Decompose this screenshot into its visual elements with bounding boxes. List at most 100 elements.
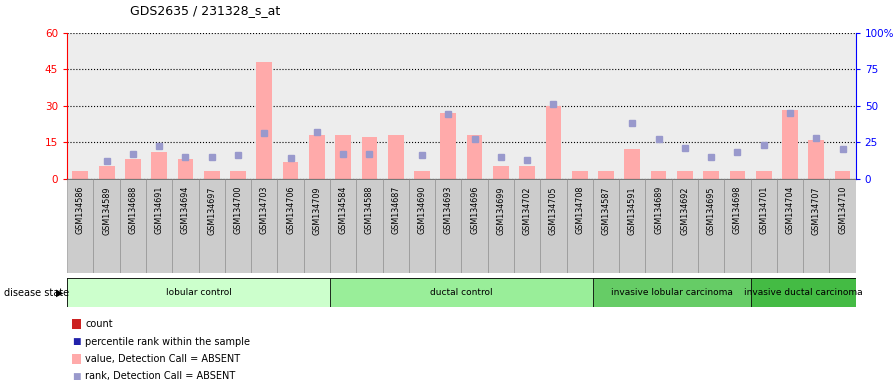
Bar	[357, 33, 383, 179]
Bar	[283, 162, 298, 179]
Bar	[650, 171, 667, 179]
Bar	[514, 33, 540, 179]
Text: GSM134705: GSM134705	[549, 186, 558, 235]
Text: GSM134591: GSM134591	[628, 186, 637, 235]
Text: lobular control: lobular control	[166, 288, 231, 297]
Bar	[514, 179, 540, 273]
Text: GSM134703: GSM134703	[260, 186, 269, 235]
Text: ▶: ▶	[56, 288, 64, 298]
Bar	[777, 33, 803, 179]
Bar	[677, 171, 693, 179]
Text: percentile rank within the sample: percentile rank within the sample	[85, 337, 250, 347]
Bar	[619, 179, 645, 273]
Bar	[409, 33, 435, 179]
Bar	[645, 33, 672, 179]
Bar	[146, 33, 172, 179]
Text: GSM134704: GSM134704	[786, 186, 795, 235]
Bar	[724, 33, 751, 179]
Bar	[199, 33, 225, 179]
Bar	[383, 33, 409, 179]
Bar	[566, 33, 593, 179]
Bar	[151, 152, 167, 179]
Bar	[146, 179, 172, 273]
Bar	[566, 179, 593, 273]
Bar	[230, 171, 246, 179]
Text: GSM134709: GSM134709	[313, 186, 322, 235]
Bar	[751, 278, 856, 307]
Bar	[803, 179, 830, 273]
Text: GSM134586: GSM134586	[76, 186, 85, 235]
Bar	[672, 33, 698, 179]
Bar	[672, 179, 698, 273]
Bar	[540, 179, 566, 273]
Text: GSM134698: GSM134698	[733, 186, 742, 235]
Bar	[409, 179, 435, 273]
Bar	[619, 33, 645, 179]
Text: GSM134589: GSM134589	[102, 186, 111, 235]
Bar	[172, 33, 199, 179]
Bar	[199, 179, 225, 273]
Bar	[309, 135, 324, 179]
Bar	[572, 171, 588, 179]
Bar	[751, 33, 777, 179]
Text: GSM134708: GSM134708	[575, 186, 584, 235]
Bar	[278, 33, 304, 179]
Bar	[304, 33, 330, 179]
Bar	[625, 149, 640, 179]
Bar	[388, 135, 403, 179]
Bar	[278, 179, 304, 273]
Bar	[357, 179, 383, 273]
Bar	[599, 171, 614, 179]
Bar	[73, 171, 88, 179]
Text: ■: ■	[72, 372, 81, 381]
Bar	[808, 140, 824, 179]
Bar	[435, 33, 461, 179]
Bar	[830, 33, 856, 179]
Text: GSM134696: GSM134696	[470, 186, 479, 235]
Text: GSM134588: GSM134588	[365, 186, 374, 235]
Bar	[172, 179, 199, 273]
Bar	[729, 171, 745, 179]
Text: GSM134701: GSM134701	[759, 186, 768, 235]
Bar	[493, 166, 509, 179]
Bar	[99, 166, 115, 179]
Bar	[120, 33, 146, 179]
Bar	[835, 171, 850, 179]
Text: invasive ductal carcinoma: invasive ductal carcinoma	[744, 288, 863, 297]
Bar	[435, 179, 461, 273]
Bar	[724, 179, 751, 273]
Text: invasive lobular carcinoma: invasive lobular carcinoma	[611, 288, 733, 297]
Text: value, Detection Call = ABSENT: value, Detection Call = ABSENT	[85, 354, 240, 364]
Bar	[461, 33, 487, 179]
Bar	[803, 33, 830, 179]
Text: GSM134689: GSM134689	[654, 186, 663, 235]
Text: GSM134700: GSM134700	[234, 186, 243, 235]
Bar	[335, 135, 351, 179]
Text: GSM134694: GSM134694	[181, 186, 190, 235]
Bar	[362, 137, 377, 179]
Text: GSM134691: GSM134691	[155, 186, 164, 235]
Bar	[593, 278, 751, 307]
Text: GSM134587: GSM134587	[601, 186, 610, 235]
Bar	[540, 33, 566, 179]
Bar	[756, 171, 771, 179]
Bar	[251, 179, 278, 273]
Bar	[830, 179, 856, 273]
Bar	[698, 179, 724, 273]
Bar	[330, 179, 357, 273]
Bar	[520, 166, 535, 179]
Bar	[125, 159, 141, 179]
Bar	[467, 135, 482, 179]
Bar	[304, 179, 330, 273]
Bar	[414, 171, 430, 179]
Bar	[441, 113, 456, 179]
Bar	[593, 33, 619, 179]
Bar	[461, 179, 487, 273]
Bar	[225, 33, 251, 179]
Bar	[383, 179, 409, 273]
Bar	[93, 179, 120, 273]
Bar	[93, 33, 120, 179]
Bar	[782, 111, 797, 179]
Bar	[120, 179, 146, 273]
Bar	[177, 159, 194, 179]
